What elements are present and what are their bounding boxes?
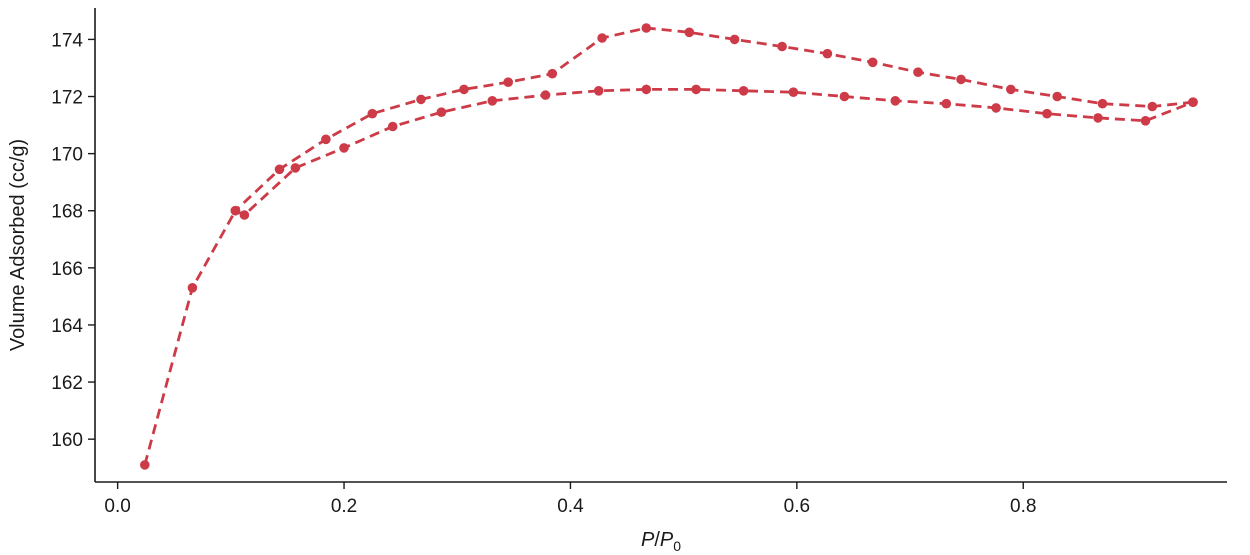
series-line-1 (143, 88, 1194, 466)
data-point (367, 108, 378, 119)
data-point (867, 57, 878, 68)
y-tick-label: 166 (51, 259, 83, 280)
x-tick-label: 0.6 (784, 496, 810, 517)
y-tick-label: 162 (51, 373, 83, 394)
data-point (738, 86, 749, 96)
data-point (436, 107, 447, 117)
data-point (187, 283, 198, 293)
data-point (1042, 108, 1052, 119)
y-tick-label: 170 (51, 145, 83, 166)
data-point (913, 67, 923, 77)
data-point (416, 94, 426, 105)
data-point (140, 460, 150, 470)
x-axis-label: P/P0 (641, 529, 681, 554)
y-tick-label: 164 (51, 316, 83, 337)
data-point (1052, 91, 1062, 102)
data-point (274, 164, 285, 175)
data-point (641, 23, 652, 33)
x-tick-label: 0.2 (331, 496, 357, 517)
data-point (339, 143, 349, 153)
data-point (1188, 97, 1198, 107)
y-tick-label: 172 (51, 88, 83, 109)
data-point (387, 121, 398, 132)
series-line-2 (234, 26, 1194, 212)
data-point (1097, 98, 1108, 109)
data-point (1147, 101, 1158, 112)
data-point (1140, 116, 1151, 126)
data-point (459, 84, 469, 95)
data-point (290, 163, 301, 173)
data-point (239, 210, 250, 220)
data-point (956, 74, 966, 85)
y-tick-label: 160 (51, 430, 83, 451)
data-point (540, 90, 551, 100)
y-axis: 160 162 164 166 168 170 172 174 (51, 8, 96, 482)
data-point (991, 103, 1001, 113)
data-point (1093, 113, 1103, 123)
x-tick-label: 0.8 (1010, 496, 1036, 517)
data-point (691, 84, 701, 95)
data-point (321, 134, 331, 145)
data-point (941, 98, 952, 109)
data-point (729, 34, 740, 45)
series-layer (140, 23, 1198, 470)
data-point (1006, 84, 1016, 95)
data-point (684, 27, 695, 38)
y-tick-label: 168 (51, 202, 83, 223)
data-point (230, 205, 241, 216)
data-point (487, 96, 498, 106)
data-point (839, 91, 850, 102)
data-point (597, 33, 607, 43)
data-point (822, 48, 833, 59)
x-tick-label: 0.0 (104, 496, 130, 517)
data-point (547, 68, 558, 79)
data-point (641, 84, 652, 95)
y-tick-label: 174 (51, 30, 83, 51)
data-point (777, 41, 787, 52)
data-point (593, 86, 604, 96)
x-axis: 0.0 0.2 0.4 0.6 0.8 (95, 481, 1227, 517)
data-point (503, 77, 513, 87)
x-tick-label: 0.4 (557, 496, 584, 517)
data-point (788, 87, 799, 97)
y-axis-label: Volume Adsorbed (cc/g) (7, 139, 29, 351)
data-point (890, 96, 901, 106)
